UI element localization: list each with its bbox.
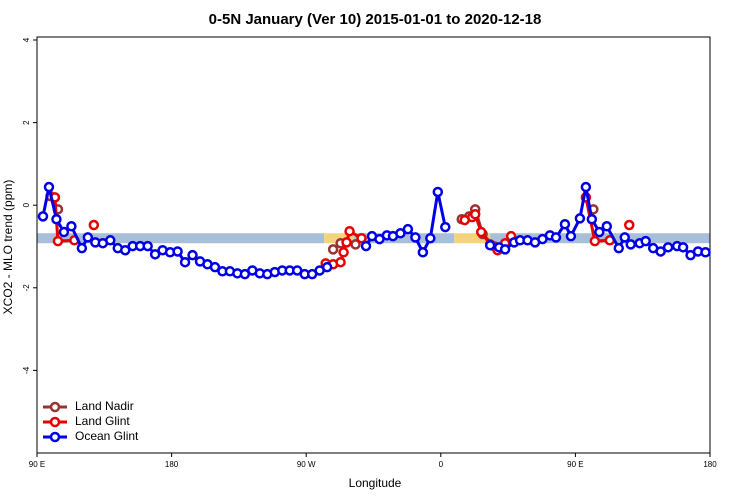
plot-frame <box>36 36 711 454</box>
data-point <box>499 244 511 255</box>
data-point <box>432 186 444 198</box>
data-point <box>43 181 55 193</box>
data-point <box>142 240 153 252</box>
data-point <box>700 247 711 258</box>
data-point <box>105 235 116 246</box>
data-point <box>417 247 429 258</box>
x-tick-label: 180 <box>703 460 717 469</box>
band-segment <box>490 233 710 244</box>
data-point <box>677 242 689 253</box>
data-point <box>58 226 70 238</box>
data-point <box>410 232 421 243</box>
x-tick-label: 90 W <box>297 460 316 469</box>
data-point <box>623 219 635 231</box>
chart-title: 0-5N January (Ver 10) 2015-01-01 to 2020… <box>209 11 542 28</box>
data-point <box>594 226 605 238</box>
legend-label: Land Glint <box>75 414 130 428</box>
data-point <box>402 223 414 235</box>
data-point <box>172 246 183 257</box>
data-point <box>338 247 349 258</box>
data-point <box>335 256 346 268</box>
data-point <box>350 239 361 250</box>
data-point <box>625 239 636 250</box>
data-point <box>341 237 352 248</box>
band-segment <box>354 233 455 244</box>
data-point <box>440 221 451 233</box>
y-tick-label: -2 <box>22 284 31 292</box>
legend-marker <box>49 416 61 428</box>
data-point <box>66 221 77 232</box>
data-point <box>51 213 62 225</box>
data-point <box>662 242 674 253</box>
data-point <box>52 235 64 247</box>
data-point <box>149 249 161 260</box>
y-tick-label: 0 <box>22 202 31 207</box>
data-point <box>395 228 406 239</box>
legend-label: Land Nadir <box>75 399 134 413</box>
data-point <box>580 181 592 193</box>
data-point <box>640 235 651 247</box>
data-point <box>187 249 198 261</box>
data-point <box>321 261 333 273</box>
data-point <box>425 232 436 244</box>
x-tick-label: 90 E <box>567 460 583 469</box>
legend-label: Ocean Glint <box>75 429 139 443</box>
data-point <box>179 256 191 268</box>
band-segment <box>37 233 325 244</box>
data-point <box>613 242 625 254</box>
data-point <box>484 240 496 251</box>
data-point <box>469 209 481 220</box>
data-point <box>356 232 367 244</box>
data-point <box>619 232 631 243</box>
data-point <box>88 219 100 231</box>
data-point <box>601 221 613 232</box>
x-tick-label: 0 <box>439 460 444 469</box>
data-point <box>559 218 571 230</box>
data-point <box>360 240 372 252</box>
data-point <box>327 244 339 255</box>
band-segment <box>454 233 491 244</box>
data-point <box>475 226 487 238</box>
data-point <box>574 213 586 224</box>
y-tick-label: -4 <box>22 366 31 374</box>
data-point <box>37 211 49 222</box>
data-point <box>565 230 577 242</box>
data-point <box>589 235 601 247</box>
x-tick-label: 90 E <box>29 460 45 469</box>
x-axis-label: Longitude <box>349 476 402 490</box>
legend-marker <box>49 431 61 443</box>
data-point <box>82 232 94 243</box>
data-point <box>76 242 88 254</box>
x-tick-label: 180 <box>165 460 179 469</box>
data-point <box>586 213 598 225</box>
legend-marker <box>49 401 61 413</box>
data-point <box>119 244 131 256</box>
data-point <box>209 261 221 273</box>
y-tick-label: 2 <box>22 120 31 125</box>
y-tick-label: 4 <box>22 37 31 42</box>
data-point <box>655 246 666 257</box>
data-point <box>550 232 562 243</box>
data-point <box>344 225 355 237</box>
y-axis-label: XCO2 - MLO trend (ppm) <box>1 180 15 315</box>
